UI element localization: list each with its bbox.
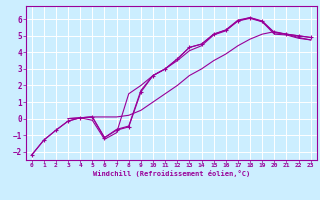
X-axis label: Windchill (Refroidissement éolien,°C): Windchill (Refroidissement éolien,°C)	[92, 170, 250, 177]
